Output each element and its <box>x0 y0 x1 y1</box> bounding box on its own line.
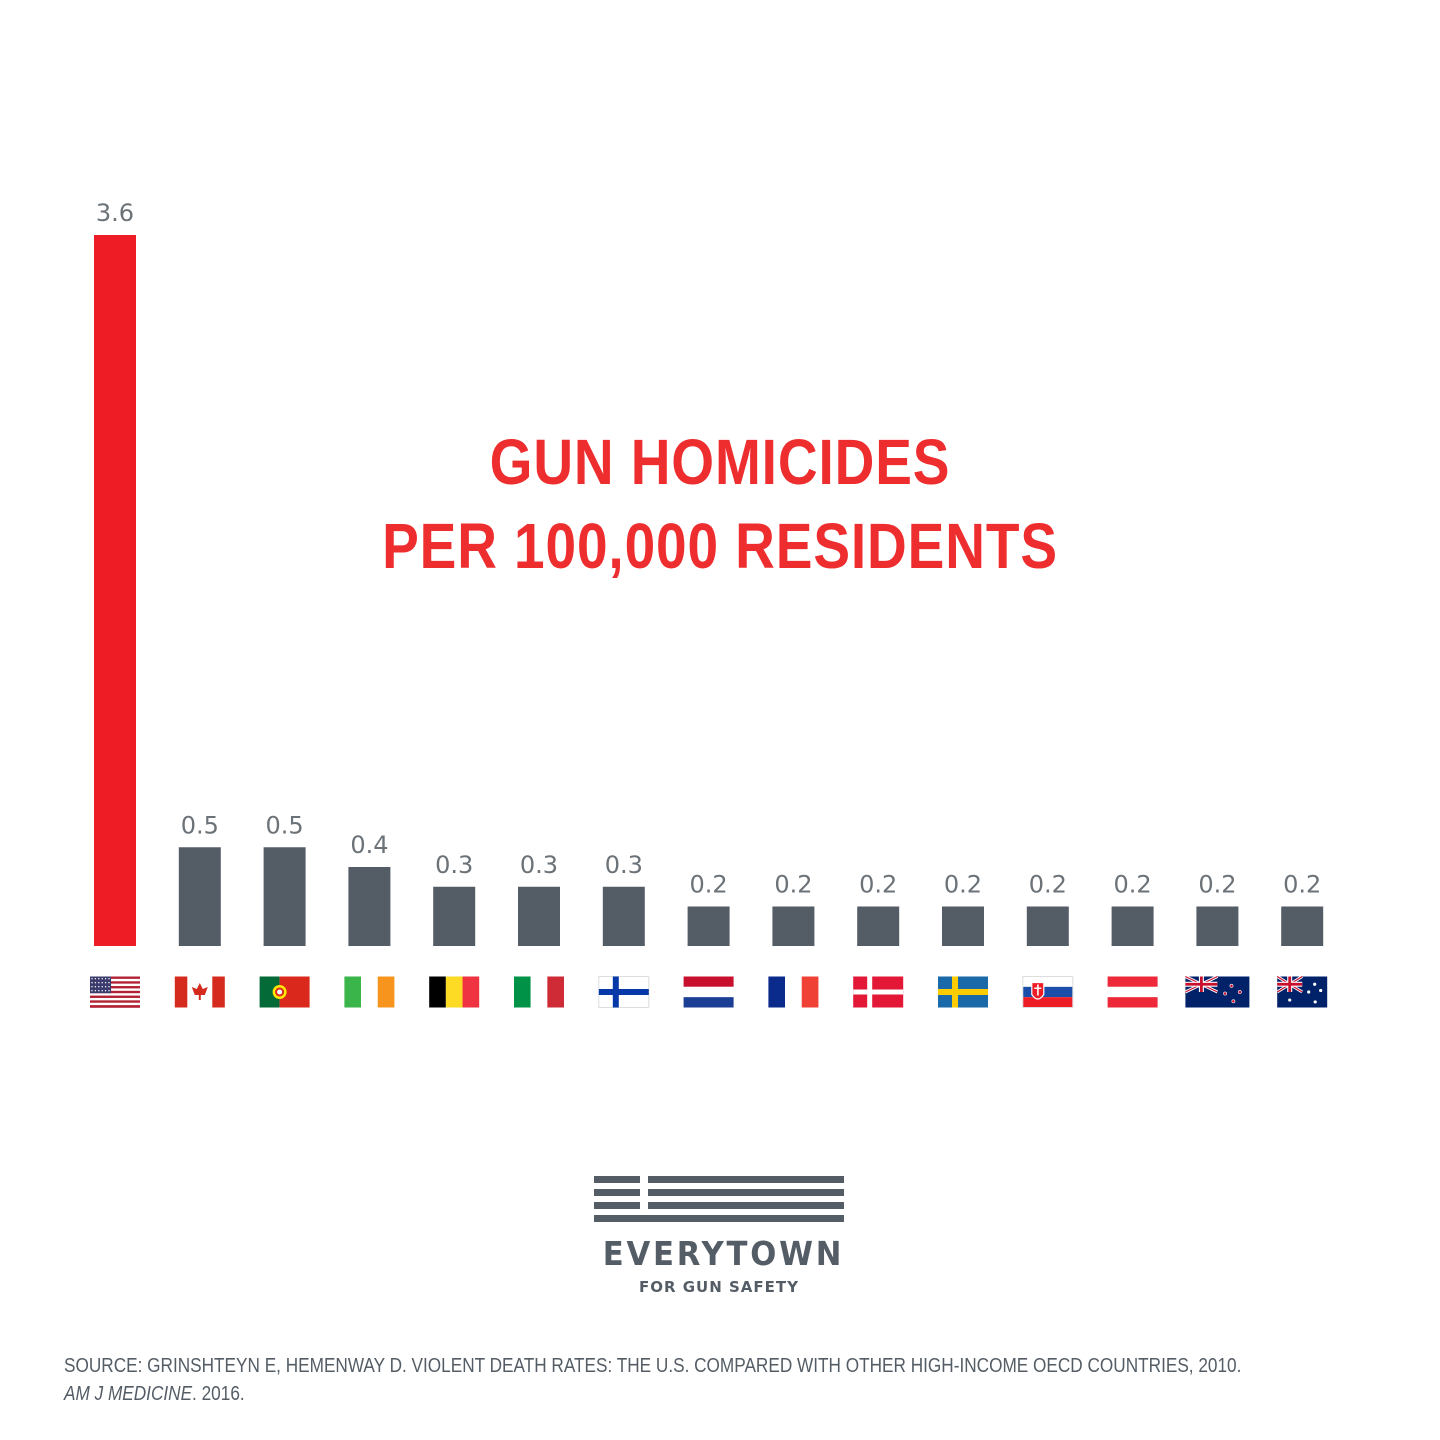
value-label-at: 0.2 <box>1114 871 1152 899</box>
bar-nz <box>1196 906 1239 946</box>
logo-stripes-icon <box>594 1176 844 1222</box>
value-label-au: 0.2 <box>1283 871 1321 899</box>
bar-se <box>942 906 984 946</box>
flag-ie-icon <box>344 976 395 1008</box>
source-year: . 2016. <box>192 1383 245 1405</box>
bar-au <box>1281 906 1324 946</box>
flag-nl-icon <box>683 976 734 1008</box>
value-label-ie: 0.4 <box>350 831 388 859</box>
value-label-us: 3.6 <box>96 199 134 227</box>
flag-fr-icon <box>768 976 819 1008</box>
value-label-pt: 0.5 <box>266 811 304 839</box>
bar-at <box>1111 906 1154 946</box>
logo-name: EVERYTOWN <box>602 1234 845 1273</box>
everytown-logo: EVERYTOWN FOR GUN SAFETY <box>594 1176 844 1296</box>
flag-at-icon <box>1107 976 1158 1008</box>
source-line-1: SOURCE: GRINSHTEYN E, HEMENWAY D. VIOLEN… <box>64 1355 1242 1377</box>
bar-fr <box>772 906 815 946</box>
value-label-nl: 0.2 <box>690 871 728 899</box>
value-label-it: 0.3 <box>520 851 558 879</box>
bar-ie <box>348 867 391 946</box>
flag-ca-icon <box>174 976 225 1008</box>
bar-chart: 3.6 0.5 0.5 0.4 0.3 0.3 0.3 0.2 0.2 0.2 0.2 0.2 0.2 0… <box>90 199 1328 1008</box>
bar-ca <box>178 847 221 946</box>
value-label-fi: 0.3 <box>605 851 643 879</box>
bar-fi <box>602 886 645 946</box>
chart-title-line-1: GUN HOMICIDES <box>489 426 951 498</box>
source-note: SOURCE: GRINSHTEYN E, HEMENWAY D. VIOLEN… <box>64 1352 1404 1408</box>
bar-sk <box>1026 906 1069 946</box>
value-label-nz: 0.2 <box>1198 871 1236 899</box>
source-journal: AM J MEDICINE <box>64 1383 193 1405</box>
value-label-ca: 0.5 <box>181 811 219 839</box>
bar-it <box>518 886 560 946</box>
flag-be-icon <box>429 976 480 1008</box>
flag-us-icon <box>90 976 140 1008</box>
logo-tagline: FOR GUN SAFETY <box>638 1278 800 1296</box>
flag-pt-icon <box>259 976 310 1008</box>
chart-title-line-2: PER 100,000 RESIDENTS <box>382 510 1058 582</box>
bar-nl <box>687 906 730 946</box>
bar-dk <box>857 906 900 946</box>
source-line-2: AM J MEDICINE. 2016. <box>64 1380 1216 1408</box>
value-label-be: 0.3 <box>435 851 473 879</box>
value-label-sk: 0.2 <box>1029 871 1067 899</box>
flag-au-icon <box>1276 975 1328 1008</box>
value-label-se: 0.2 <box>944 871 982 899</box>
flag-dk-icon <box>853 976 904 1008</box>
flag-it-icon <box>514 976 564 1008</box>
value-label-fr: 0.2 <box>774 871 812 899</box>
value-label-dk: 0.2 <box>859 871 897 899</box>
chart-title: GUN HOMICIDES PER 100,000 RESIDENTS <box>376 420 1064 588</box>
bar-pt <box>263 847 306 946</box>
flag-nz-icon <box>1184 975 1250 1008</box>
bar-be <box>433 886 476 946</box>
flag-fi-icon <box>598 976 650 1008</box>
bar-us <box>94 235 136 946</box>
flag-se-icon <box>938 976 988 1008</box>
flag-sk-icon <box>1022 976 1074 1008</box>
